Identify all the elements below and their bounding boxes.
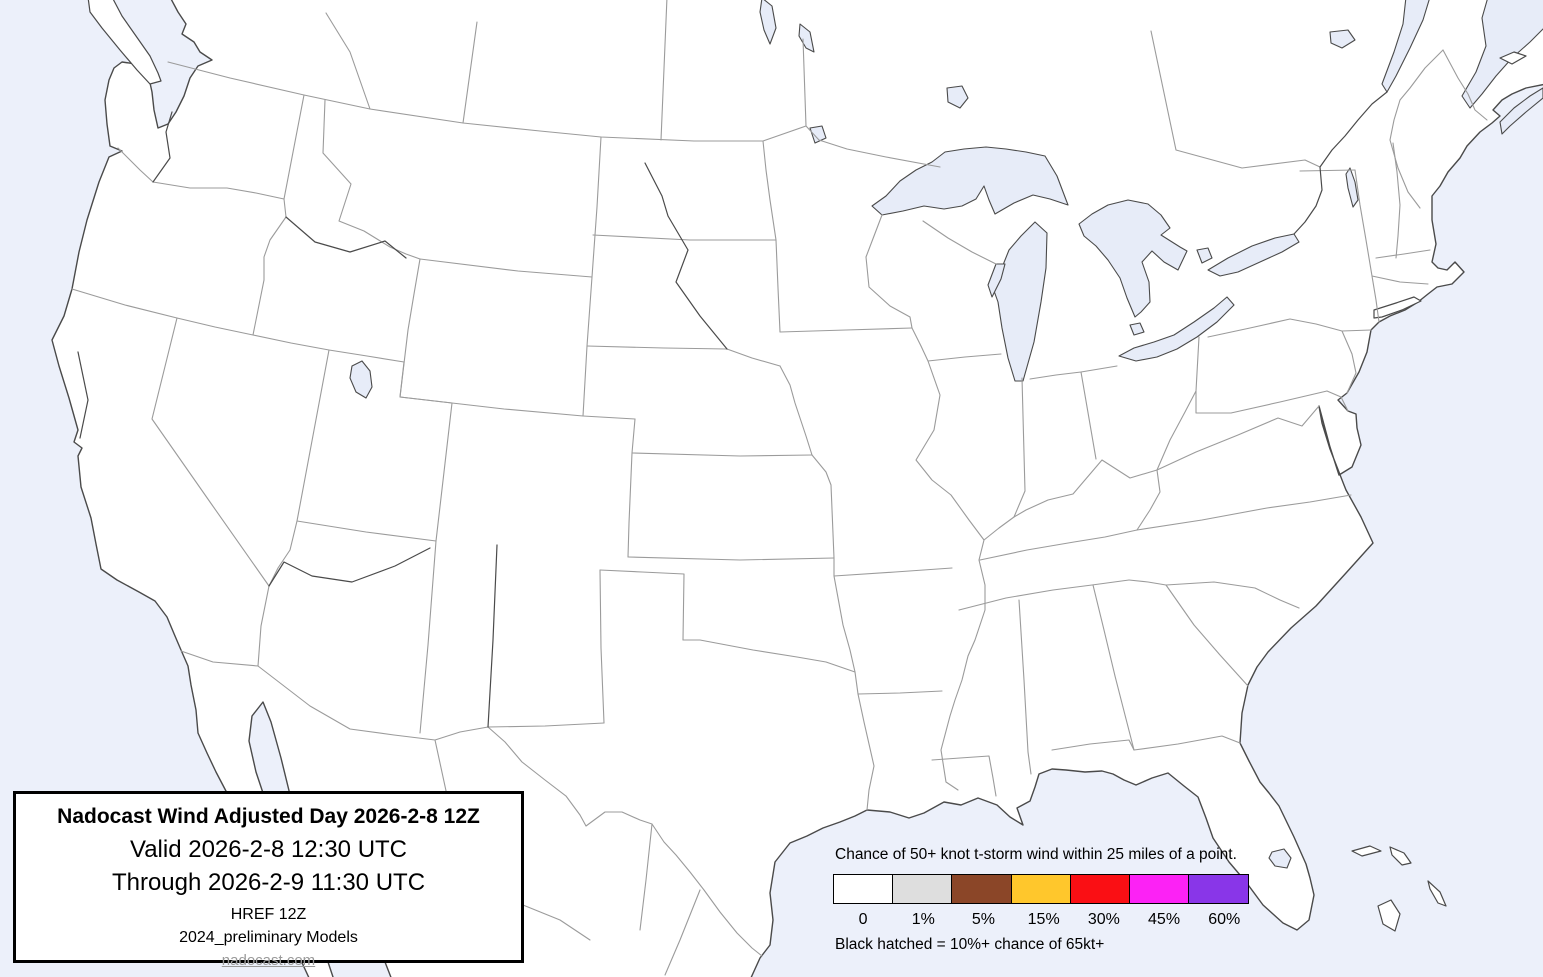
legend-label-0: 0 <box>858 911 868 928</box>
legend-swatch-15 <box>1010 874 1072 904</box>
lake-champlain <box>1345 167 1359 208</box>
forecast-title: Nadocast Wind Adjusted Day 2026-2-8 12Z <box>57 805 480 828</box>
lake-st-clair <box>1129 322 1145 336</box>
lake-manitoba <box>798 23 815 53</box>
legend-label-15: 15% <box>1027 911 1060 928</box>
legend-label-1: 1% <box>911 911 935 928</box>
legend-label-60: 60% <box>1208 911 1241 928</box>
lake-okeechobee <box>1268 848 1292 869</box>
great-salt-lake <box>349 360 373 399</box>
lake-superior <box>871 146 1069 216</box>
legend-swatch-0 <box>833 874 894 904</box>
lake-michigan <box>992 221 1048 382</box>
abaco-island <box>1389 846 1412 866</box>
legend-swatch-1 <box>892 874 953 904</box>
legend-label-30: 30% <box>1087 911 1120 928</box>
legend-labels: 0 1% 5% 15% 30% 45% 60% <box>833 911 1273 929</box>
st-lawrence-estuary <box>1381 0 1430 93</box>
forecast-valid-time: Valid 2026-2-8 12:30 UTC <box>129 836 408 863</box>
probability-legend: Chance of 50+ knot t-storm wind within 2… <box>833 846 1273 954</box>
legend-swatch-5 <box>951 874 1013 904</box>
state-borders <box>71 0 1488 976</box>
lake-erie <box>1118 296 1235 362</box>
legend-title: Chance of 50+ knot t-storm wind within 2… <box>835 846 1237 863</box>
lake-simcoe <box>1196 247 1213 264</box>
legend-label-5: 5% <box>971 911 996 928</box>
vancouver-island <box>87 0 162 85</box>
legend-swatch-30 <box>1069 874 1131 904</box>
legend-swatch-60 <box>1188 874 1250 904</box>
lake-winnipeg <box>759 0 777 45</box>
forecast-models-version: 2024_preliminary Models <box>179 929 358 946</box>
lake-of-the-woods <box>809 125 827 144</box>
forecast-title-box: Nadocast Wind Adjusted Day 2026-2-8 12Z … <box>13 791 524 969</box>
lake-huron <box>1078 199 1188 318</box>
grand-bahama-island <box>1351 845 1382 857</box>
prince-edward-island <box>1499 51 1527 65</box>
forecast-through-time: Through 2026-2-9 11:30 UTC <box>111 869 426 896</box>
legend-hatched-note: Black hatched = 10%+ chance of 65kt+ <box>835 936 1105 953</box>
lake-ontario <box>1207 233 1300 277</box>
lac-st-jean <box>1329 29 1356 49</box>
forecast-model: HREF 12Z <box>230 906 307 923</box>
nadocast-link[interactable]: nadocast.com <box>221 952 316 969</box>
rivers <box>77 91 1388 728</box>
legend-swatch-45 <box>1129 874 1190 904</box>
legend-label-45: 45% <box>1148 911 1181 928</box>
bay-of-fundy <box>1499 87 1543 135</box>
green-bay <box>987 263 1006 298</box>
long-island <box>1373 296 1422 319</box>
gulf-of-st-lawrence <box>1461 0 1543 109</box>
eleuthera-island <box>1427 880 1447 907</box>
andros-island <box>1377 899 1401 932</box>
lake-nipigon <box>946 85 969 109</box>
legend-color-bar <box>833 874 1273 904</box>
